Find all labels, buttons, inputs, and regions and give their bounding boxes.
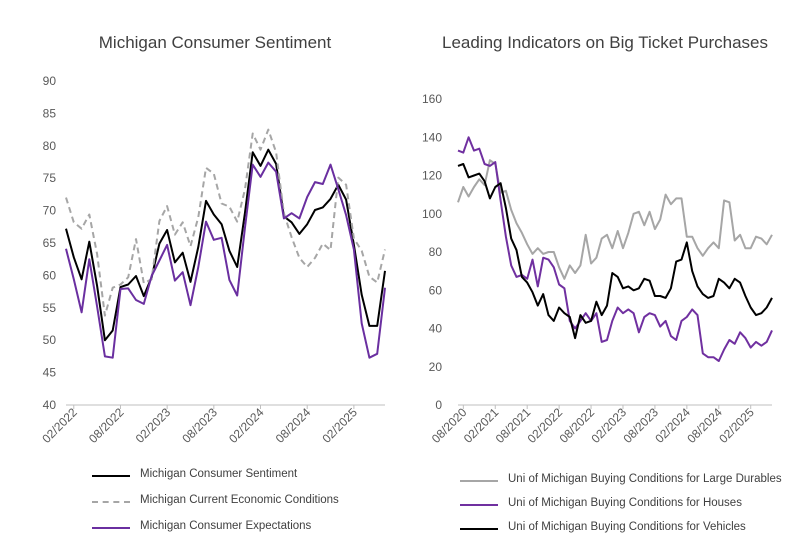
x-tick-label: 02/2025: [716, 405, 757, 446]
x-tick-label: 08/2024: [273, 405, 314, 446]
y-tick-label: 120: [422, 169, 442, 183]
legend-swatch: [460, 528, 498, 530]
y-tick-label: 45: [43, 366, 57, 380]
y-tick-label: 40: [429, 322, 443, 336]
series-line-3: [457, 163, 773, 340]
y-tick-label: 80: [429, 245, 443, 259]
y-tick-label: 0: [435, 398, 442, 412]
x-tick-label: 02/2023: [133, 405, 174, 446]
y-tick-label: 50: [43, 333, 57, 347]
series-line-1: [65, 148, 386, 342]
legend-label: Uni of Michigan Buying Conditions for Ve…: [508, 521, 746, 533]
y-tick-label: 160: [422, 92, 442, 106]
y-tick-label: 20: [429, 360, 443, 374]
y-tick-label: 40: [43, 398, 57, 412]
legend-label: Michigan Consumer Sentiment: [140, 468, 298, 480]
legend-swatch: [92, 501, 130, 503]
x-tick-label: 02/2024: [226, 405, 267, 446]
legend-label: Uni of Michigan Buying Conditions for La…: [508, 473, 782, 485]
series-line-2: [457, 136, 773, 362]
chart-title-right: Leading Indicators on Big Ticket Purchas…: [441, 33, 769, 52]
series-line-2: [65, 128, 386, 317]
y-tick-label: 100: [422, 207, 442, 221]
y-tick-label: 70: [43, 204, 57, 218]
legend-swatch: [460, 480, 498, 482]
legend-label: Uni of Michigan Buying Conditions for Ho…: [508, 497, 742, 509]
legend-swatch: [92, 527, 130, 529]
x-tick-label: 08/2023: [179, 405, 220, 446]
legend-swatch: [460, 504, 498, 506]
legend-label: Michigan Consumer Expectations: [140, 520, 312, 532]
y-tick-label: 75: [43, 171, 57, 185]
y-tick-label: 60: [429, 283, 443, 297]
y-tick-label: 65: [43, 236, 57, 250]
series-line-1: [457, 159, 773, 280]
legend-label: Michigan Current Economic Conditions: [140, 494, 339, 506]
legend-swatch: [92, 475, 130, 477]
x-tick-label: 08/2022: [86, 405, 127, 446]
y-tick-label: 140: [422, 130, 442, 144]
y-tick-label: 60: [43, 268, 57, 282]
y-tick-label: 55: [43, 301, 57, 315]
x-tick-label: 02/2025: [319, 405, 360, 446]
y-tick-label: 80: [43, 139, 57, 153]
series-line-3: [65, 161, 386, 359]
y-tick-label: 90: [43, 74, 57, 88]
chart-title-left: Michigan Consumer Sentiment: [98, 33, 332, 52]
y-tick-label: 85: [43, 106, 57, 120]
